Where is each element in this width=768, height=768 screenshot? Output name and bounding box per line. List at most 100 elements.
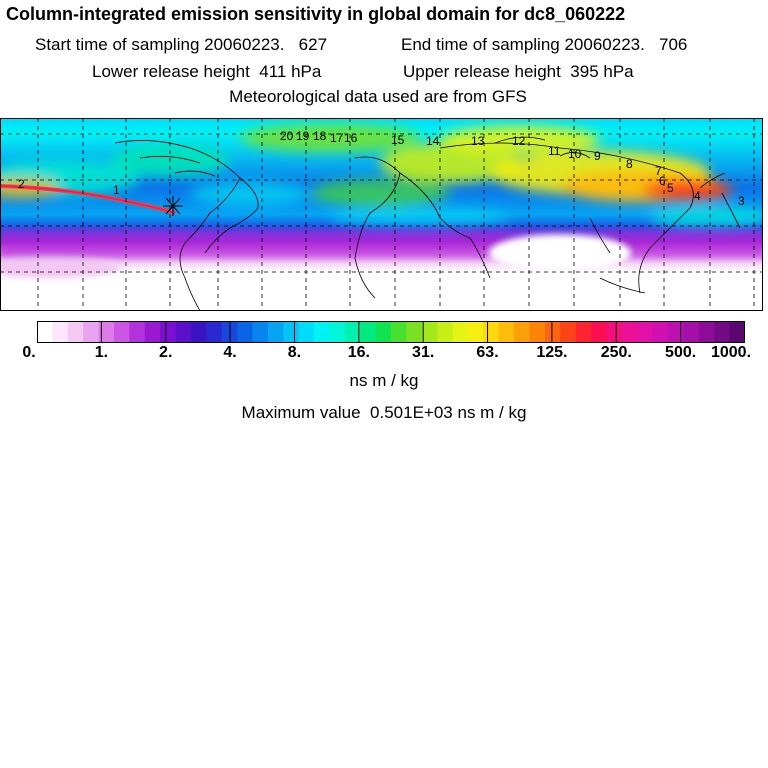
map-border bbox=[0, 118, 763, 311]
colorbar-swatch bbox=[591, 321, 608, 343]
coastlines bbox=[114, 136, 741, 311]
trajectory-label: 18 bbox=[313, 129, 327, 143]
colorbar-swatch bbox=[267, 321, 284, 343]
lat-lon-grid bbox=[0, 118, 763, 311]
colorbar-tick-label: 500. bbox=[665, 344, 697, 361]
colorbar-swatch bbox=[498, 321, 515, 343]
trajectory-label: 15 bbox=[391, 133, 405, 147]
colorbar-tick-label: 125. bbox=[536, 344, 568, 361]
colorbar-swatch bbox=[668, 321, 685, 343]
sensitivity-field bbox=[0, 124, 763, 230]
colorbar-tick-label: 2. bbox=[159, 344, 173, 361]
colorbar-swatch bbox=[160, 321, 177, 343]
trajectory-label: 13 bbox=[471, 134, 485, 148]
colorbar-border bbox=[37, 321, 745, 343]
figure-title: Column-integrated emission sensitivity i… bbox=[6, 4, 626, 24]
maximum-value: 0.501E+03 bbox=[370, 403, 453, 422]
maximum-value-label: Maximum value bbox=[241, 403, 361, 422]
colorbar-swatch bbox=[606, 321, 623, 343]
colorbar-swatch bbox=[729, 321, 745, 343]
lower-height-value: 411 hPa bbox=[259, 62, 322, 81]
colorbar-swatch bbox=[452, 321, 469, 343]
colorbar-swatch bbox=[314, 321, 331, 343]
trajectory-label: 20 bbox=[280, 129, 294, 143]
colorbar-swatch bbox=[283, 321, 300, 343]
upper-height-line: Upper release height 395 hPa bbox=[403, 62, 634, 82]
colorbar-swatch bbox=[714, 321, 731, 343]
colorbar-tick-label: 0. bbox=[22, 344, 36, 361]
lower-height-label: Lower release height bbox=[92, 62, 250, 81]
colorbar-swatch bbox=[514, 321, 531, 343]
colorbar-swatch bbox=[621, 321, 638, 343]
maximum-value-units: ns m / kg bbox=[457, 403, 527, 422]
colorbar-swatch bbox=[375, 321, 392, 343]
trajectory-label: 6 bbox=[659, 174, 666, 188]
end-time-line: End time of sampling 20060223. 706 bbox=[401, 35, 687, 55]
colorbar-swatch bbox=[344, 321, 361, 343]
trajectory-core bbox=[0, 185, 176, 214]
trajectory-label: 9 bbox=[594, 149, 601, 163]
trajectory-label: 2 bbox=[18, 177, 25, 191]
start-time-label: Start time of sampling 20060223. bbox=[35, 35, 285, 54]
colorbar-swatch bbox=[544, 321, 561, 343]
trajectory-label: 12 bbox=[512, 134, 526, 148]
trajectory-label: 3 bbox=[738, 194, 745, 208]
colorbar bbox=[37, 321, 745, 343]
colorbar-swatch bbox=[98, 321, 115, 343]
trajectory-label: 19 bbox=[296, 129, 310, 143]
colorbar-swatch bbox=[467, 321, 484, 343]
colorbar-swatch bbox=[206, 321, 223, 343]
colorbar-swatch bbox=[391, 321, 407, 343]
colorbar-swatch bbox=[421, 321, 438, 343]
colorbar-swatch bbox=[298, 321, 315, 343]
lower-height-line: Lower release height 411 hPa bbox=[92, 62, 321, 82]
colorbar-swatch bbox=[437, 321, 454, 343]
colorbar-tick-label: 4. bbox=[223, 344, 237, 361]
end-time-label: End time of sampling 20060223. bbox=[401, 35, 645, 54]
colorbar-swatch bbox=[37, 321, 53, 343]
colorbar-swatch bbox=[175, 321, 192, 343]
colorbar-tick-label: 1000. bbox=[710, 344, 752, 361]
colorbar-swatch bbox=[360, 321, 377, 343]
trajectory-label: 4 bbox=[694, 189, 701, 203]
colorbar-tick-label: 250. bbox=[600, 344, 632, 361]
maximum-value-line: Maximum value 0.501E+03 ns m / kg bbox=[0, 403, 768, 423]
colorbar-swatch bbox=[683, 321, 700, 343]
colorbar-swatch bbox=[652, 321, 669, 343]
colorbar-swatch bbox=[67, 321, 84, 343]
colorbar-swatch bbox=[698, 321, 715, 343]
colorbar-swatch bbox=[575, 321, 592, 343]
colorbar-swatch bbox=[406, 321, 423, 343]
colorbar-swatch bbox=[113, 321, 130, 343]
colorbar-tick-label: 16. bbox=[347, 344, 370, 361]
colorbar-swatch bbox=[329, 321, 346, 343]
upper-height-label: Upper release height bbox=[403, 62, 561, 81]
colorbar-tick-label: 31. bbox=[412, 344, 435, 361]
colorbar-tick-label: 8. bbox=[287, 344, 302, 361]
colorbar-swatch bbox=[190, 321, 207, 343]
colorbar-swatch bbox=[560, 321, 577, 343]
colorbar-swatch bbox=[483, 321, 500, 343]
trajectory-label: 5 bbox=[667, 181, 674, 195]
colorbar-swatch bbox=[237, 321, 254, 343]
trajectory-label: 1 bbox=[113, 183, 120, 197]
colorbar-tick-label: 1. bbox=[94, 344, 109, 361]
trajectory-label: 14 bbox=[426, 134, 440, 148]
release-point-marker bbox=[163, 196, 183, 216]
colorbar-swatch bbox=[52, 321, 69, 343]
upper-height-value: 395 hPa bbox=[570, 62, 634, 81]
trajectory-label: 10 bbox=[568, 147, 582, 161]
colorbar-swatch bbox=[129, 321, 146, 343]
start-time-value: 627 bbox=[298, 35, 328, 54]
sensitivity-map: 20 19 18 17 16 15 14 13 12 11 10 9 8 7 6… bbox=[0, 118, 763, 311]
colorbar-swatch bbox=[252, 321, 269, 343]
colorbar-swatch bbox=[529, 321, 546, 343]
met-data-line: Meteorological data used are from GFS bbox=[229, 87, 527, 106]
trajectory-label: 8 bbox=[626, 157, 633, 171]
trajectory-label: 7 bbox=[655, 164, 662, 178]
colorbar-tick-label: 63. bbox=[476, 344, 499, 361]
start-time-line: Start time of sampling 20060223. 627 bbox=[35, 35, 327, 55]
colorbar-swatch bbox=[83, 321, 100, 343]
trajectory-label: 17 bbox=[330, 131, 344, 145]
southern-edge bbox=[0, 228, 763, 278]
